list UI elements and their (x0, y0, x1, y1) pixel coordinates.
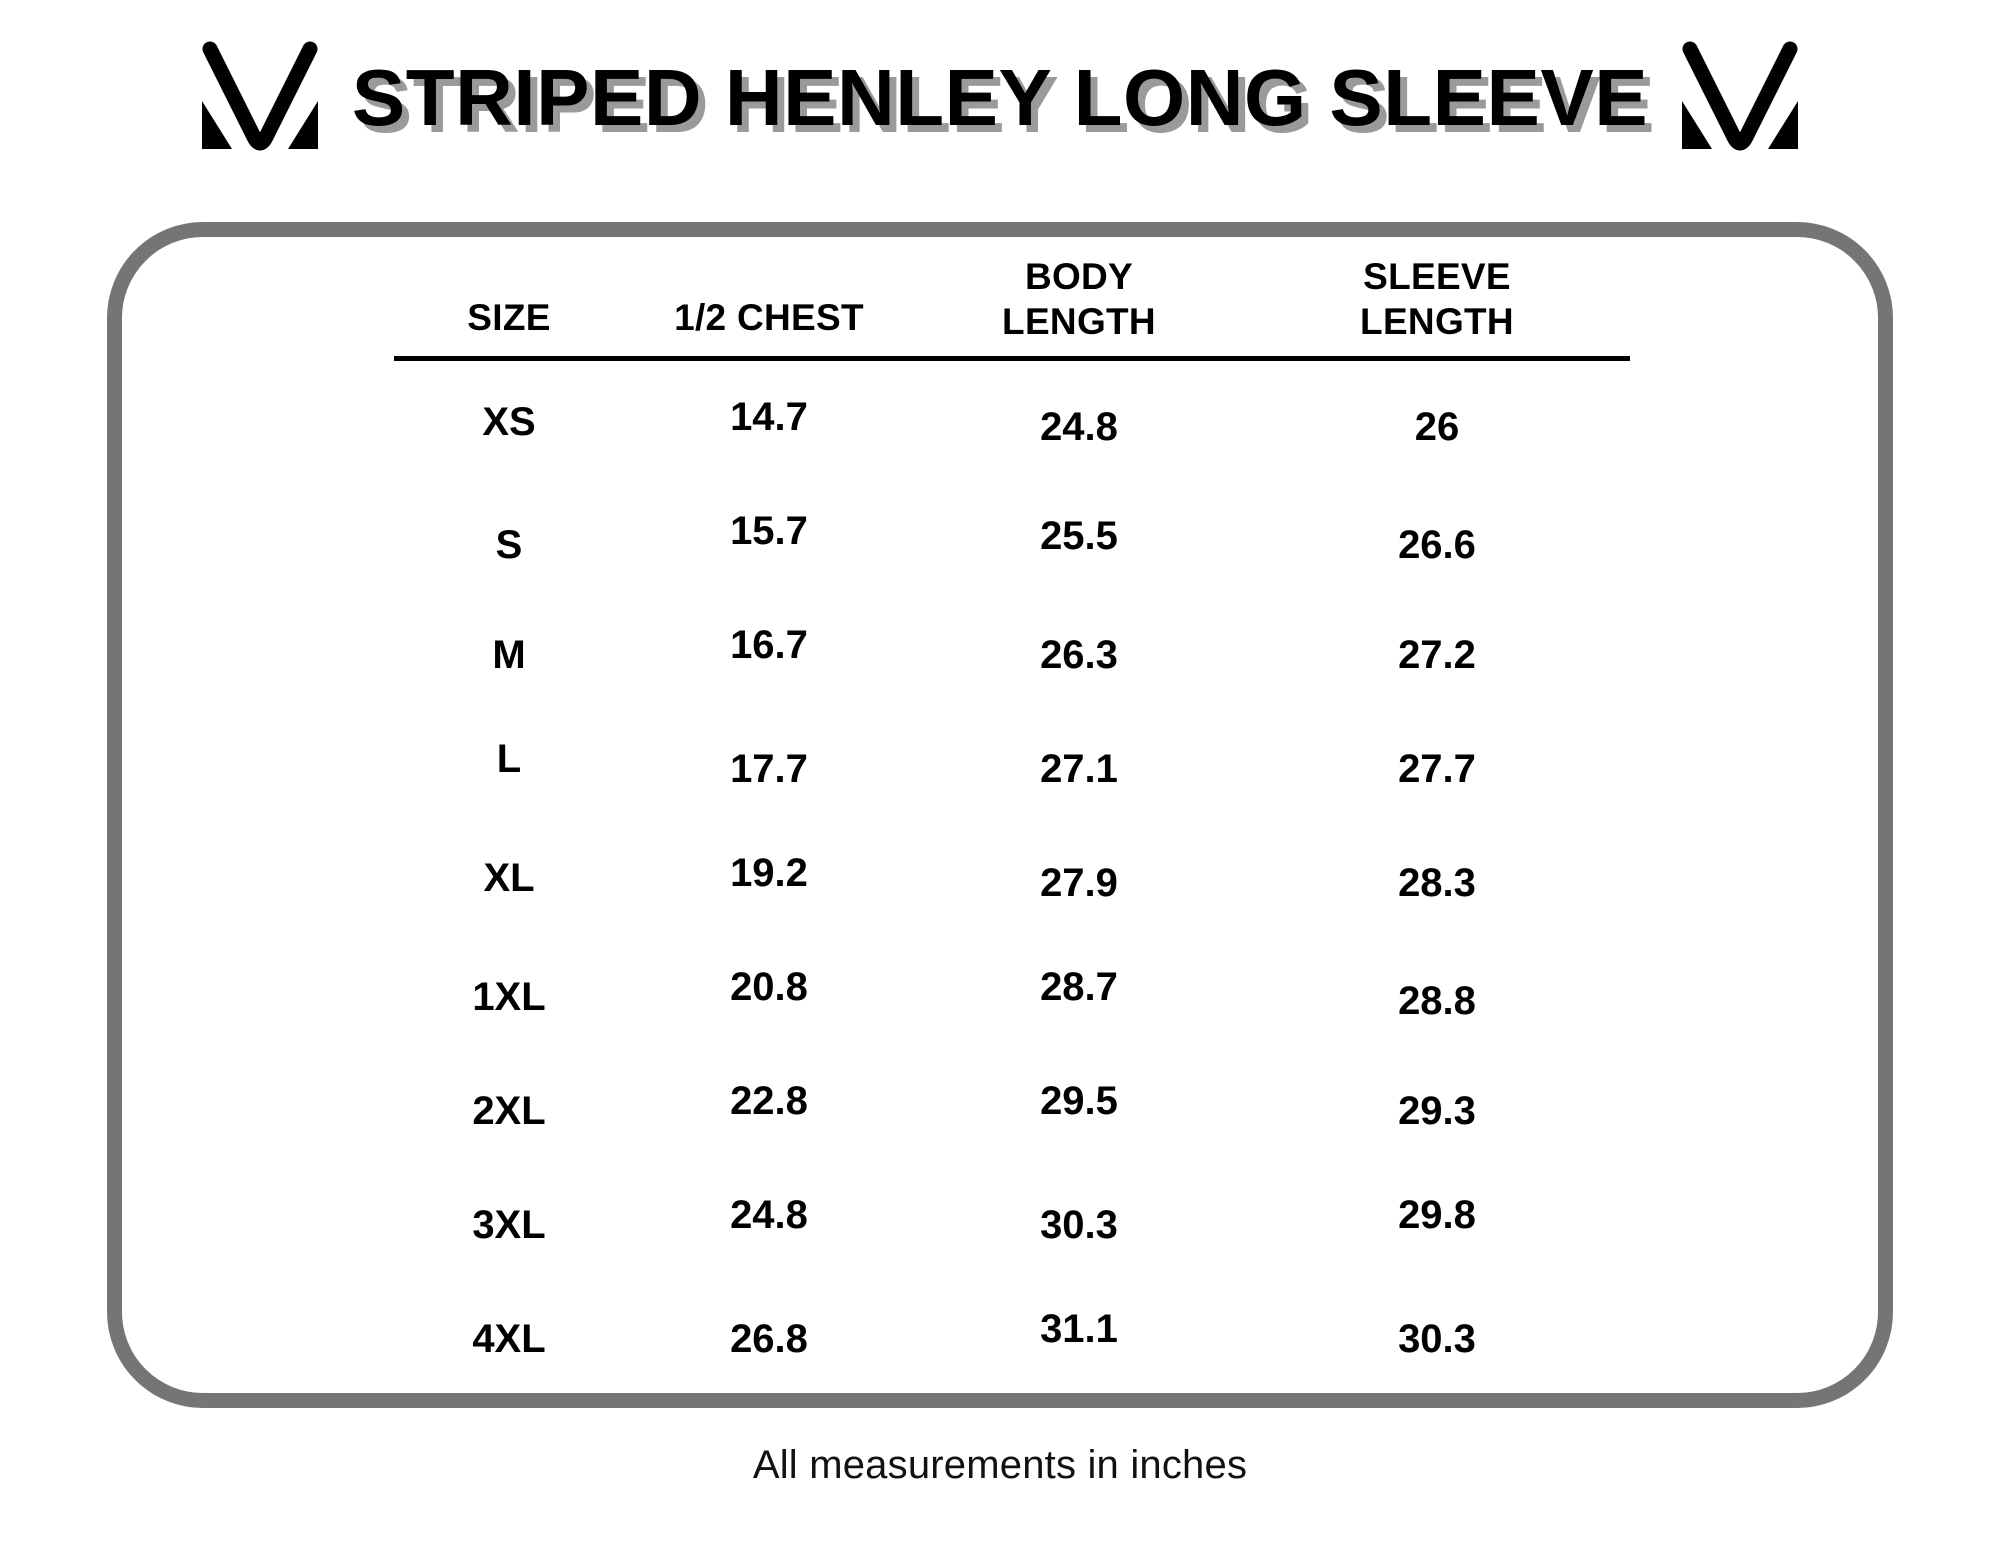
table-row: XS 14.7 24.8 26 (394, 365, 1630, 479)
cell-size: XL (483, 856, 535, 900)
cell-sleeve-length: 28.8 (1398, 979, 1476, 1023)
cell-body-length: 27.1 (1040, 747, 1118, 791)
cell-sleeve-length: 26.6 (1398, 523, 1476, 567)
cell-half-chest: 14.7 (730, 395, 808, 439)
brand-logo-right-icon (1682, 41, 1799, 151)
cell-size: S (495, 523, 523, 567)
measurement-units-note: All measurements in inches (752, 1443, 1248, 1487)
cell-half-chest: 22.8 (730, 1079, 808, 1123)
cell-sleeve-length: 27.2 (1398, 633, 1476, 677)
cell-body-length: 26.3 (1040, 633, 1118, 677)
cell-sleeve-length: 26 (1414, 405, 1460, 449)
column-header-body-length: BODY LENGTH (1002, 255, 1156, 342)
cell-body-length: 28.7 (1040, 965, 1118, 1009)
cell-size: 4XL (472, 1317, 546, 1361)
cell-body-length: 30.3 (1040, 1203, 1118, 1247)
column-header-half-chest: 1/2 CHEST (674, 296, 864, 338)
table-row: M 16.7 26.3 27.2 (394, 593, 1630, 707)
cell-size: 2XL (472, 1089, 546, 1133)
table-row: S 15.7 25.5 26.6 (394, 479, 1630, 593)
chart-header: STRIPED HENLEY LONG SLEEVE (0, 28, 2000, 168)
table-row: 2XL 22.8 29.5 29.3 (394, 1049, 1630, 1163)
table-row: 1XL 20.8 28.7 28.8 (394, 935, 1630, 1049)
cell-half-chest: 15.7 (730, 509, 808, 553)
column-header-sleeve-length: SLEEVE LENGTH (1360, 255, 1514, 342)
table-header-row: SIZE 1/2 CHEST BODY LENGTH SLEEVE LENGTH (394, 244, 1630, 344)
chart-card-border (107, 222, 1893, 1408)
size-table: SIZE 1/2 CHEST BODY LENGTH SLEEVE LENGTH… (394, 244, 1630, 1384)
table-row: L 17.7 27.1 27.7 (394, 707, 1630, 821)
cell-half-chest: 24.8 (730, 1193, 808, 1237)
cell-size: M (492, 633, 526, 677)
cell-body-length: 31.1 (1040, 1307, 1118, 1351)
table-row: 4XL 26.8 31.1 30.3 (394, 1277, 1630, 1391)
cell-sleeve-length: 28.3 (1398, 861, 1476, 905)
cell-body-length: 24.8 (1040, 405, 1118, 449)
table-body: XS 14.7 24.8 26 S 15.7 25.5 26.6 M 16.7 … (394, 361, 1630, 1391)
cell-half-chest: 16.7 (730, 623, 808, 667)
cell-half-chest: 26.8 (730, 1317, 808, 1361)
table-row: XL 19.2 27.9 28.3 (394, 821, 1630, 935)
cell-body-length: 29.5 (1040, 1079, 1118, 1123)
cell-size: XS (482, 400, 536, 444)
cell-half-chest: 19.2 (730, 851, 808, 895)
cell-size: 3XL (472, 1203, 546, 1247)
cell-sleeve-length: 27.7 (1398, 747, 1476, 791)
header-divider-rule (394, 356, 1630, 361)
table-row: 3XL 24.8 30.3 29.8 (394, 1163, 1630, 1277)
cell-half-chest: 17.7 (730, 747, 808, 791)
cell-size: L (496, 737, 522, 781)
page-title: STRIPED HENLEY LONG SLEEVE (351, 53, 1649, 142)
brand-logo-left-icon (201, 41, 318, 151)
cell-sleeve-length: 29.3 (1398, 1089, 1476, 1133)
cell-body-length: 25.5 (1040, 514, 1118, 558)
cell-sleeve-length: 30.3 (1398, 1317, 1476, 1361)
column-header-size: SIZE (467, 296, 551, 338)
cell-sleeve-length: 29.8 (1398, 1193, 1476, 1237)
cell-body-length: 27.9 (1040, 861, 1118, 905)
cell-half-chest: 20.8 (730, 965, 808, 1009)
cell-size: 1XL (472, 975, 546, 1019)
